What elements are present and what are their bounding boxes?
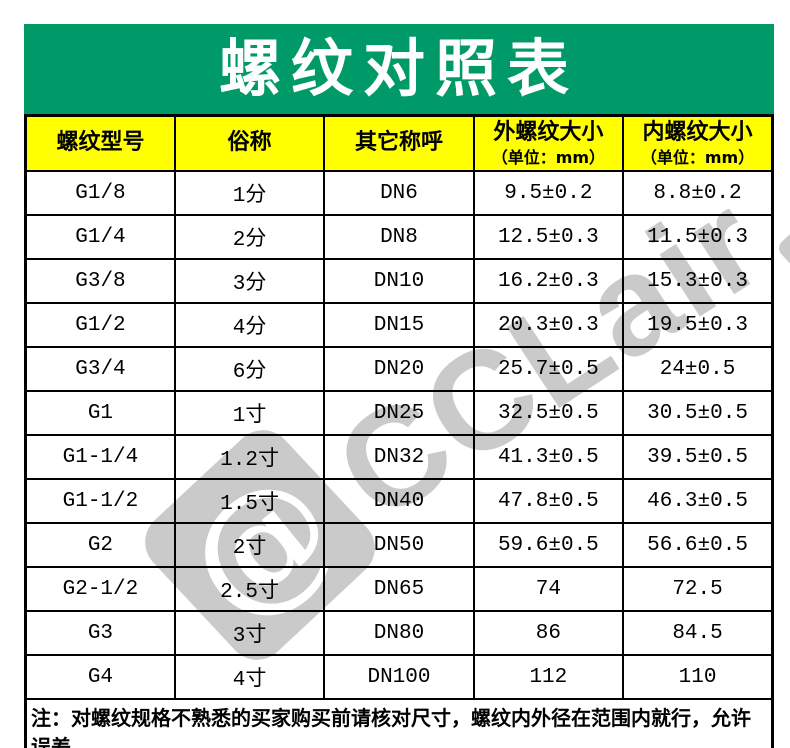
- table-cell: DN32: [323, 434, 475, 480]
- table-cell: G2: [24, 522, 176, 568]
- table-cell: 30.5±0.5: [622, 390, 774, 436]
- table-cell: 15.3±0.3: [622, 258, 774, 304]
- table-cell: G3: [24, 610, 176, 656]
- table-row: G3 3寸 DN80 86 84.5: [24, 610, 774, 656]
- table-cell: DN20: [323, 346, 475, 392]
- table-cell: 6分: [173, 346, 326, 392]
- table-cell: DN6: [323, 170, 475, 216]
- table-cell: DN25: [323, 390, 475, 436]
- table-cell: 20.3±0.3: [472, 302, 625, 348]
- thread-spec-table: 螺纹型号 俗称 其它称呼 外螺纹大小 （单位：mm） 内螺纹大小 （单位：mm） G1/8 1…: [24, 114, 774, 748]
- column-header-label: 螺纹型号: [56, 130, 145, 156]
- table-cell: 8.8±0.2: [622, 170, 774, 216]
- table-header-row: 螺纹型号 俗称 其它称呼 外螺纹大小 （单位：mm） 内螺纹大小 （单位：mm）: [24, 114, 774, 172]
- table-cell: 46.3±0.5: [622, 478, 774, 524]
- column-header-unit: （单位：mm）: [491, 148, 606, 168]
- table-row: G1-1/2 1.5寸 DN40 47.8±0.5 46.3±0.5: [24, 478, 774, 524]
- table-cell: DN80: [323, 610, 475, 656]
- table-row: G2-1/2 2.5寸 DN65 74 72.5: [24, 566, 774, 612]
- table-cell: 11.5±0.3: [622, 214, 774, 260]
- column-header-4: 内螺纹大小 （单位：mm）: [622, 114, 774, 172]
- table-cell: G1-1/2: [24, 478, 176, 524]
- table-cell: G4: [24, 654, 176, 700]
- table-cell: G1: [24, 390, 176, 436]
- table-note: 注：对螺纹规格不熟悉的买家购买前请核对尺寸，螺纹内外径在范围内就行，允许误差。: [24, 698, 774, 748]
- table-cell: DN40: [323, 478, 475, 524]
- table-cell: 12.5±0.3: [472, 214, 625, 260]
- table-row: G3/4 6分 DN20 25.7±0.5 24±0.5: [24, 346, 774, 392]
- table-row: G1/8 1分 DN6 9.5±0.2 8.8±0.2: [24, 170, 774, 216]
- table-cell: 25.7±0.5: [472, 346, 625, 392]
- table-row: G2 2寸 DN50 59.6±0.5 56.6±0.5: [24, 522, 774, 568]
- table-cell: G1/8: [24, 170, 176, 216]
- table-cell: 3分: [173, 258, 326, 304]
- table-cell: 59.6±0.5: [472, 522, 625, 568]
- watermark-dot-icon: [775, 223, 790, 275]
- table-row: G1/4 2分 DN8 12.5±0.3 11.5±0.3: [24, 214, 774, 260]
- table-cell: G1/2: [24, 302, 176, 348]
- table-cell: 110: [622, 654, 774, 700]
- column-header-unit: （单位：mm）: [640, 148, 755, 168]
- table-cell: 2.5寸: [173, 566, 326, 612]
- table-cell: G2-1/2: [24, 566, 176, 612]
- table-cell: G1/4: [24, 214, 176, 260]
- column-header-label: 外螺纹大小: [493, 119, 604, 145]
- table-cell: 47.8±0.5: [472, 478, 625, 524]
- column-header-label: 其它称呼: [354, 130, 443, 156]
- table-cell: 4寸: [173, 654, 326, 700]
- page-title: 螺纹对照表: [218, 32, 579, 105]
- column-header-0: 螺纹型号: [24, 114, 176, 172]
- table-cell: 1寸: [173, 390, 326, 436]
- table-row: G1/2 4分 DN15 20.3±0.3 19.5±0.3: [24, 302, 774, 348]
- table-cell: DN50: [323, 522, 475, 568]
- table-cell: 32.5±0.5: [472, 390, 625, 436]
- column-header-2: 其它称呼: [323, 114, 475, 172]
- table-cell: DN65: [323, 566, 475, 612]
- table-cell: DN15: [323, 302, 475, 348]
- table-footer: 注：对螺纹规格不熟悉的买家购买前请核对尺寸，螺纹内外径在范围内就行，允许误差。: [24, 698, 774, 748]
- table-row: G4 4寸 DN100 112 110: [24, 654, 774, 700]
- table-cell: 4分: [173, 302, 326, 348]
- column-header-3: 外螺纹大小 （单位：mm）: [472, 114, 625, 172]
- column-header-label: 俗称: [227, 130, 272, 156]
- table-cell: 19.5±0.3: [622, 302, 774, 348]
- header-row: 螺纹型号 俗称 其它称呼 外螺纹大小 （单位：mm） 内螺纹大小 （单位：mm）: [24, 114, 774, 172]
- table-cell: DN100: [323, 654, 475, 700]
- table-cell: 1.5寸: [173, 478, 326, 524]
- table-cell: 2寸: [173, 522, 326, 568]
- table-cell: 86: [472, 610, 625, 656]
- note-row: 注：对螺纹规格不熟悉的买家购买前请核对尺寸，螺纹内外径在范围内就行，允许误差。: [24, 698, 774, 748]
- table-cell: 72.5: [622, 566, 774, 612]
- table-cell: 1分: [173, 170, 326, 216]
- table-cell: G3/8: [24, 258, 176, 304]
- table-cell: 1.2寸: [173, 434, 326, 480]
- table-cell: DN10: [323, 258, 475, 304]
- table-body: G1/8 1分 DN6 9.5±0.2 8.8±0.2 G1/4 2分 DN8 12.5±0.3…: [24, 170, 774, 700]
- table-cell: 24±0.5: [622, 346, 774, 392]
- table-cell: G1-1/4: [24, 434, 176, 480]
- table-cell: 84.5: [622, 610, 774, 656]
- table-cell: 56.6±0.5: [622, 522, 774, 568]
- table-cell: 41.3±0.5: [472, 434, 625, 480]
- title-banner: 螺纹对照表: [24, 24, 774, 114]
- column-header-1: 俗称: [173, 114, 326, 172]
- table-cell: G3/4: [24, 346, 176, 392]
- table-cell: 3寸: [173, 610, 326, 656]
- table-cell: 16.2±0.3: [472, 258, 625, 304]
- table-cell: 2分: [173, 214, 326, 260]
- table-cell: 112: [472, 654, 625, 700]
- table-cell: 9.5±0.2: [472, 170, 625, 216]
- table-row: G1-1/4 1.2寸 DN32 41.3±0.5 39.5±0.5: [24, 434, 774, 480]
- table-row: G1 1寸 DN25 32.5±0.5 30.5±0.5: [24, 390, 774, 436]
- table-cell: DN8: [323, 214, 475, 260]
- column-header-label: 内螺纹大小: [642, 119, 753, 145]
- table-row: G3/8 3分 DN10 16.2±0.3 15.3±0.3: [24, 258, 774, 304]
- table-cell: 74: [472, 566, 625, 612]
- table-cell: 39.5±0.5: [622, 434, 774, 480]
